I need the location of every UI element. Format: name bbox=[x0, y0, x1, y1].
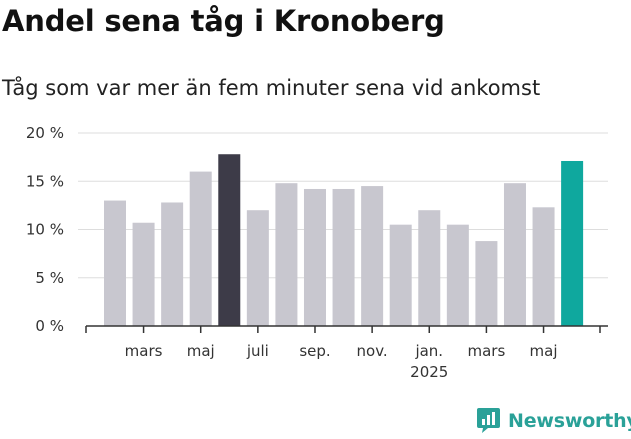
bar bbox=[361, 186, 384, 326]
bar bbox=[161, 202, 184, 326]
x-tick-label: sep. bbox=[299, 342, 330, 360]
newsworthy-logo-icon bbox=[477, 408, 500, 433]
x-tick-label: mars bbox=[125, 342, 163, 360]
bar bbox=[132, 222, 155, 326]
bar bbox=[475, 241, 498, 326]
bar bbox=[332, 188, 355, 326]
bar bbox=[446, 224, 469, 326]
newsworthy-logo-text: Newsworthy bbox=[508, 409, 631, 432]
bar bbox=[218, 154, 241, 326]
y-tick-label: 0 % bbox=[35, 317, 64, 335]
bar bbox=[104, 200, 126, 326]
x-tick-label: maj bbox=[530, 342, 558, 360]
x-tick-label: jan. bbox=[414, 342, 443, 360]
bar bbox=[275, 183, 298, 326]
x-tick-label: maj bbox=[187, 342, 215, 360]
bar bbox=[303, 188, 326, 326]
bar bbox=[503, 183, 526, 326]
x-tick-year-label: 2025 bbox=[410, 363, 448, 381]
chart-title: Andel sena tåg i Kronoberg bbox=[2, 4, 445, 38]
bar bbox=[389, 224, 412, 326]
y-tick-label: 15 % bbox=[26, 172, 64, 190]
x-tick-label: mars bbox=[468, 342, 506, 360]
bar bbox=[246, 210, 269, 326]
y-tick-label: 20 % bbox=[26, 124, 64, 142]
bar bbox=[532, 207, 555, 326]
bar bbox=[418, 210, 441, 326]
bar bbox=[561, 160, 584, 326]
y-tick-label: 10 % bbox=[26, 221, 64, 239]
x-tick-label: nov. bbox=[357, 342, 388, 360]
bar bbox=[189, 171, 212, 326]
x-tick-label: juli bbox=[246, 342, 269, 360]
chart-subtitle: Tåg som var mer än fem minuter sena vid … bbox=[2, 76, 541, 100]
newsworthy-logo: Newsworthy bbox=[476, 407, 631, 434]
y-tick-label: 5 % bbox=[35, 269, 64, 287]
